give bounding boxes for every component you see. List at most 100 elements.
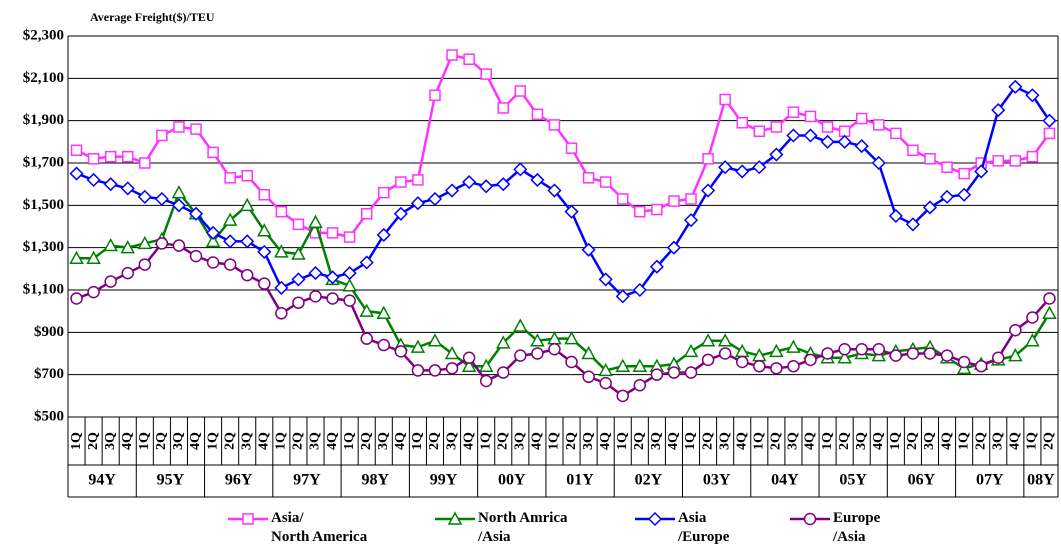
data-point (1026, 150, 1039, 163)
year-label: 05Y (839, 472, 867, 489)
data-point (650, 368, 664, 381)
data-point (274, 244, 289, 258)
x-tick-label: 2Q (973, 432, 988, 450)
data-point (326, 227, 339, 239)
data-point (974, 164, 989, 179)
x-tick-label: 1Q (69, 432, 84, 450)
x-tick-label: 4Q (666, 432, 681, 450)
y-tick-label: $1,100 (23, 281, 64, 297)
data-point (905, 217, 920, 232)
data-point (581, 345, 596, 360)
data-point (103, 237, 118, 252)
data-point (258, 277, 271, 290)
y-tick-label: $500 (34, 408, 64, 424)
year-label: 97Y (293, 472, 321, 489)
data-point (376, 227, 391, 243)
data-point (991, 103, 1006, 118)
x-tick-label: 2Q (427, 432, 442, 450)
legend-marker (647, 511, 663, 527)
data-point (239, 197, 255, 212)
data-point (292, 218, 305, 231)
legend-marker (447, 511, 463, 525)
x-tick-label: 3Q (171, 432, 186, 450)
data-point (326, 292, 339, 305)
y-tick-label: $2,100 (23, 70, 64, 86)
x-tick-label: 1Q (683, 432, 698, 450)
data-point (922, 200, 938, 215)
x-tick-label: 3Q (922, 432, 937, 450)
data-point (240, 268, 254, 282)
legend-label: Asia /Europe (678, 510, 730, 545)
data-point (120, 181, 135, 196)
data-point (137, 235, 153, 250)
data-point (1008, 348, 1023, 362)
data-point (598, 362, 613, 377)
year-label: 94Y (88, 472, 116, 489)
data-point (376, 305, 392, 320)
data-point (701, 353, 715, 367)
x-tick-label: 2Q (222, 432, 237, 450)
legend-label: Asia/ North America (271, 510, 368, 545)
data-point (907, 144, 919, 157)
data-point (787, 106, 800, 118)
data-point (445, 362, 459, 375)
data-point (462, 351, 476, 364)
data-point (958, 167, 970, 180)
data-point (753, 359, 766, 373)
data-point (70, 144, 83, 157)
data-point (342, 278, 357, 292)
data-point (154, 191, 169, 207)
data-point (172, 239, 186, 252)
data-point (855, 343, 868, 356)
data-point (531, 347, 544, 360)
series-line (76, 242, 1051, 398)
data-point (171, 185, 187, 199)
data-point (753, 125, 766, 137)
legend-marker (803, 512, 817, 526)
data-point (736, 117, 748, 129)
data-point (564, 204, 579, 219)
x-tick-label: 2Q (700, 432, 715, 450)
x-tick-label: 1Q (615, 432, 630, 450)
x-tick-label: 1Q (342, 432, 357, 450)
data-point (700, 333, 716, 347)
data-point (274, 280, 289, 295)
data-point (1008, 79, 1023, 94)
x-tick-label: 4Q (734, 432, 749, 450)
data-point (241, 169, 253, 182)
data-point (495, 335, 511, 349)
data-point (207, 146, 219, 159)
data-point (496, 177, 511, 192)
x-tick-label: 3Q (308, 432, 323, 450)
data-point (530, 172, 545, 187)
x-tick-label: 1Q (478, 432, 493, 450)
data-point (461, 358, 477, 372)
x-tick-label: 4Q (325, 432, 340, 450)
x-tick-label: 1Q (547, 432, 562, 450)
year-label: 95Y (157, 472, 185, 489)
data-point (770, 121, 783, 133)
data-point (395, 176, 407, 188)
x-tick-label: 2Q (905, 432, 920, 450)
data-point (769, 343, 784, 358)
data-point (258, 189, 271, 201)
data-point (769, 147, 784, 162)
x-tick-label: 4Q (598, 432, 613, 450)
data-point (120, 240, 136, 254)
data-point (957, 187, 972, 202)
data-point (86, 172, 101, 187)
x-tick-label: 2Q (86, 432, 101, 450)
x-tick-label: 4Q (120, 432, 135, 450)
data-point (564, 331, 579, 345)
data-point (1009, 323, 1022, 337)
data-point (598, 272, 613, 287)
data-point (223, 234, 238, 249)
data-point (138, 258, 152, 271)
data-point (69, 166, 84, 181)
data-point (855, 112, 868, 125)
data-point (684, 366, 698, 379)
legend-label: North Amrica /Asia (478, 510, 568, 545)
data-point (1026, 311, 1039, 324)
